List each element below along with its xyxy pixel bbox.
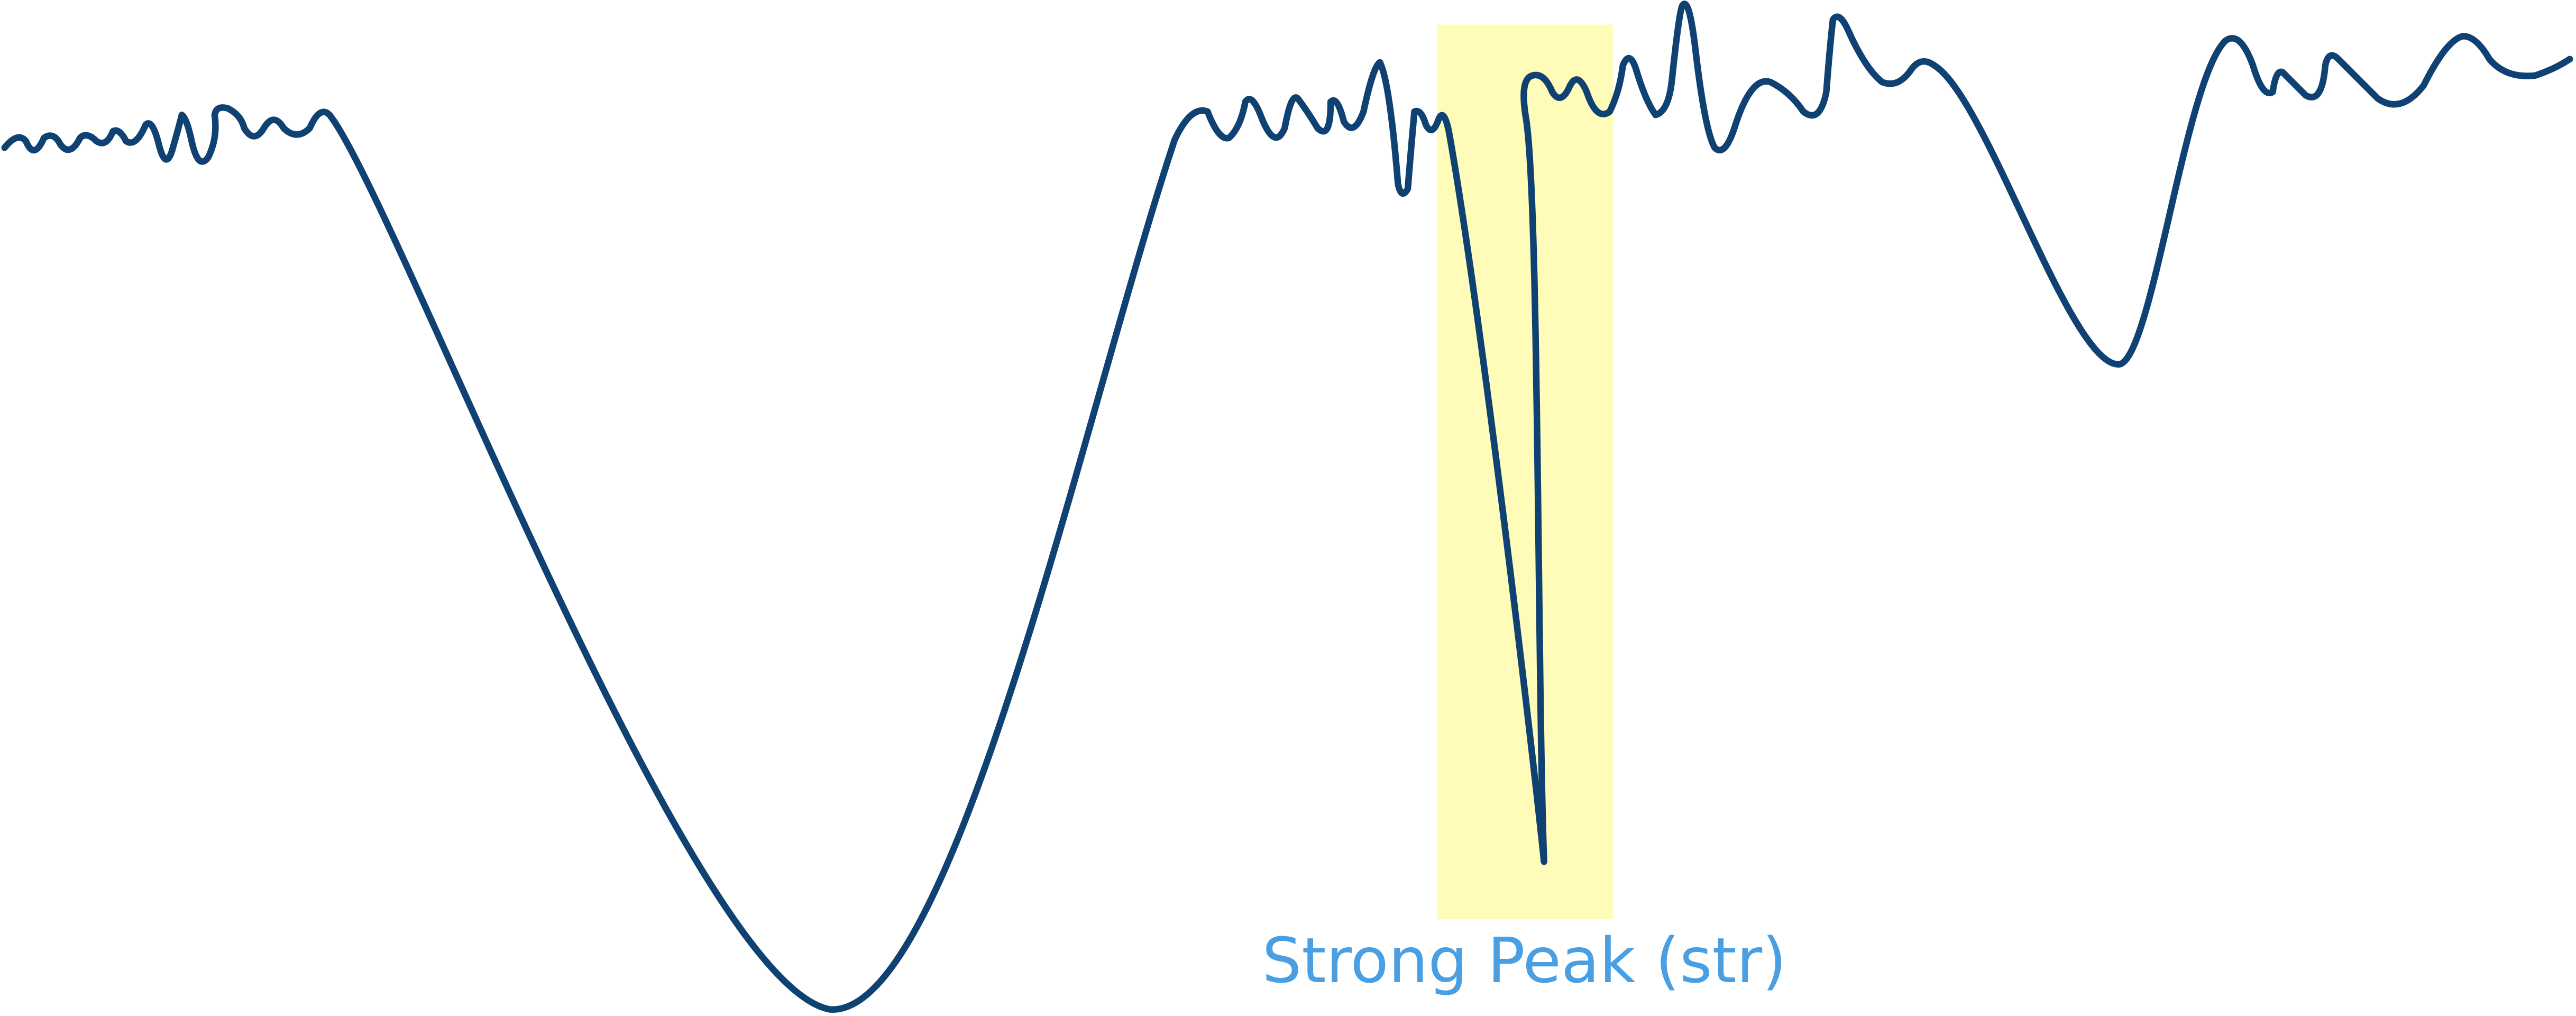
highlight-region [1437, 24, 1613, 919]
annotation-label: Strong Peak (str) [1262, 925, 1787, 997]
